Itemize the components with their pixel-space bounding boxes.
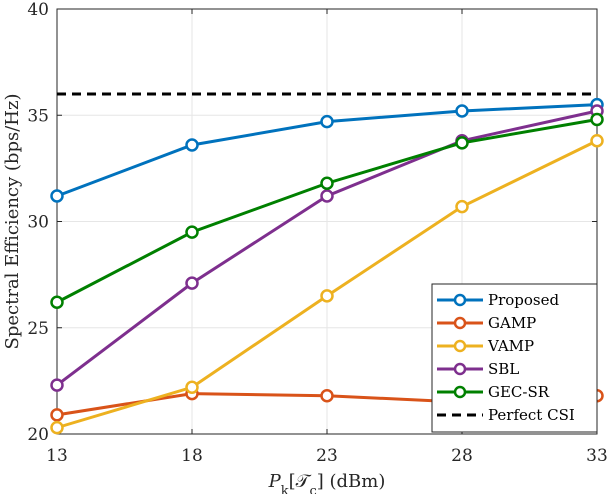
legend-marker [453,339,467,353]
legend-marker [453,316,467,330]
data-point [185,225,199,239]
data-point [50,189,64,203]
y-tick-label: 30 [27,213,49,233]
legend-marker [453,293,467,307]
data-point [320,114,334,129]
data-point [185,276,199,290]
x-tick-label: 13 [46,446,68,466]
axes-frame [56,8,598,435]
series-gec-sr [50,112,604,309]
y-axis-label: Spectral Efficiency (bps/Hz) [2,94,23,350]
legend-marker [453,385,467,399]
x-tick-label: 33 [586,446,608,466]
legend-label: VAMP [487,337,534,355]
legend-label: Proposed [488,291,560,309]
series-vamp [50,134,604,435]
data-point [50,408,64,422]
data-point [320,189,334,203]
y-tick-label: 20 [27,425,49,445]
data-point [320,176,334,190]
data-point [455,199,469,214]
data-point [50,378,64,392]
y-tick-label: 40 [27,0,49,20]
legend: Proposed GAMP VAMP SBL GEC-SR Perfect CSI [431,283,598,433]
x-tick-label: 23 [316,446,338,466]
legend-marker [453,362,467,376]
legend-label: GEC-SR [488,383,550,401]
data-point [185,380,199,394]
legend-label: Perfect CSI [488,406,575,424]
data-point [185,138,199,152]
data-point [50,295,64,309]
x-tick-label: 18 [181,446,203,466]
legend-box [431,283,598,433]
y-tick-label: 35 [27,106,49,126]
legend-label: SBL [488,360,519,378]
data-point [455,136,469,150]
x-axis-label: Pk[𝒯c] (dBm) [268,471,386,494]
y-tick-label: 25 [27,319,49,339]
x-tick-label: 28 [451,446,473,466]
data-point [455,104,469,118]
data-point [320,389,334,403]
data-point [320,289,334,303]
series-proposed [50,97,604,203]
data-point [590,112,604,127]
data-point [50,420,64,435]
legend-label: GAMP [488,314,536,332]
data-point [590,134,604,148]
